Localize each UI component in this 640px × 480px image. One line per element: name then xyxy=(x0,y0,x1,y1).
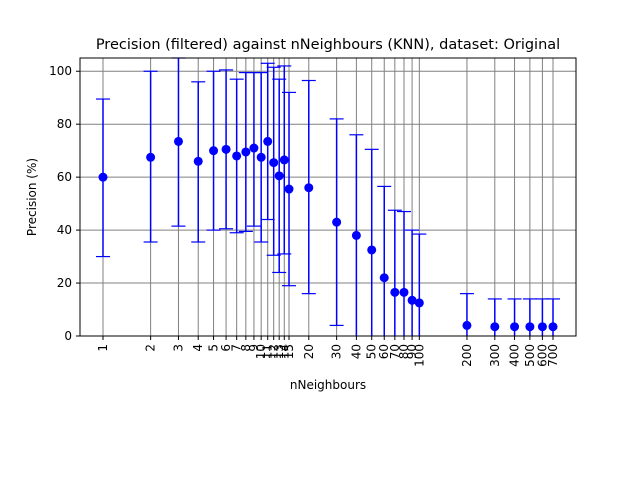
data-point xyxy=(232,151,242,161)
data-point xyxy=(221,144,231,154)
x-tick-label: 100 xyxy=(412,344,426,367)
x-tick-label: 4 xyxy=(191,344,205,352)
y-tick-label: 0 xyxy=(64,329,72,343)
x-tick-label: 20 xyxy=(302,344,316,359)
data-point xyxy=(98,172,108,182)
x-tick-label: 40 xyxy=(349,344,363,359)
data-point xyxy=(279,155,289,165)
x-tick-label: 6 xyxy=(219,344,233,352)
x-tick-label: 9 xyxy=(247,344,261,352)
y-tick-label: 60 xyxy=(57,170,72,184)
x-tick-label: 1 xyxy=(96,344,110,352)
chart-title: Precision (filtered) against nNeighbours… xyxy=(96,37,560,53)
y-tick-label: 80 xyxy=(57,117,72,131)
data-point xyxy=(462,320,472,330)
x-tick-label: 90 xyxy=(405,344,419,359)
x-tick-label: 2 xyxy=(144,344,158,352)
x-tick-label: 15 xyxy=(282,344,296,359)
data-point xyxy=(146,152,156,162)
data-point xyxy=(332,217,342,227)
data-point xyxy=(414,298,424,308)
y-tick-label: 100 xyxy=(49,64,72,78)
data-point xyxy=(399,287,409,297)
data-point xyxy=(367,245,377,255)
x-tick-label: 5 xyxy=(207,344,221,352)
data-point xyxy=(304,183,314,193)
x-tick-label: 700 xyxy=(546,344,560,367)
data-point xyxy=(241,147,251,157)
x-tick-label: 50 xyxy=(365,344,379,359)
data-point xyxy=(490,322,500,332)
y-tick-label: 20 xyxy=(57,276,72,290)
x-tick-label: 80 xyxy=(397,344,411,359)
x-tick-label: 3 xyxy=(171,344,185,352)
data-point xyxy=(269,158,279,168)
data-point xyxy=(284,184,294,194)
y-axis-ticks: 0 20 40 60 80 100 xyxy=(49,64,80,343)
data-point xyxy=(351,230,361,240)
data-point xyxy=(407,295,417,305)
data-point xyxy=(249,143,259,153)
data-point xyxy=(256,152,266,162)
x-tick-label: 8 xyxy=(239,344,253,352)
x-tick-label: 14 xyxy=(277,344,291,359)
x-tick-label: 30 xyxy=(330,344,344,359)
data-point xyxy=(193,156,203,166)
x-tick-label: 300 xyxy=(488,344,502,367)
x-tick-label: 11 xyxy=(261,344,275,359)
x-axis-label: nNeighbours xyxy=(290,378,366,392)
data-point xyxy=(274,171,284,181)
x-tick-label: 200 xyxy=(460,344,474,367)
data-point xyxy=(173,136,183,146)
x-tick-label: 70 xyxy=(388,344,402,359)
x-tick-label: 10 xyxy=(254,344,268,359)
y-tick-label: 40 xyxy=(57,223,72,237)
x-tick-label: 7 xyxy=(230,344,244,352)
data-points xyxy=(98,136,558,332)
plot-area-frame xyxy=(79,57,577,337)
data-point xyxy=(209,146,219,156)
x-tick-label: 500 xyxy=(523,344,537,367)
data-point xyxy=(263,136,273,146)
y-axis-label: Precision (%) xyxy=(25,158,39,236)
x-tick-label: 600 xyxy=(535,344,549,367)
data-point xyxy=(379,273,389,283)
data-point xyxy=(548,322,558,332)
x-tick-label: 12 xyxy=(267,344,281,359)
x-tick-label: 13 xyxy=(272,344,286,359)
data-point xyxy=(525,322,535,332)
data-point xyxy=(537,322,547,332)
x-tick-label: 60 xyxy=(377,344,391,359)
data-point xyxy=(510,322,520,332)
data-point xyxy=(390,287,400,297)
x-tick-label: 400 xyxy=(508,344,522,367)
